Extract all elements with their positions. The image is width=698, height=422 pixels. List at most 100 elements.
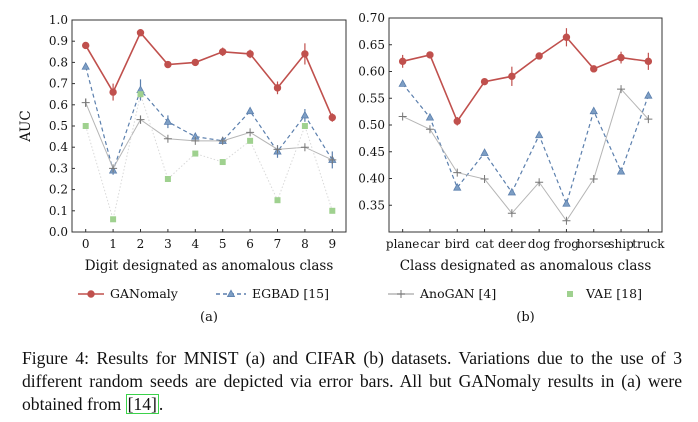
panel-a-series-anogan-4-point [246, 128, 255, 137]
legend-vae-18-label: VAE [18] [585, 286, 642, 301]
panel-a-series-anogan-4-point [273, 145, 282, 154]
panel-b-y-tick-label: 0.70 [358, 11, 385, 25]
panel-a-x-axis-label: Digit designated as anomalous class [85, 258, 334, 274]
panel-b-series-egbad-15-point [507, 187, 517, 196]
panel-b-series-anogan-4-point [562, 216, 571, 225]
panel-a-series-anogan-4-point [109, 164, 118, 173]
panel-a-y-tick-label: 0.7 [49, 77, 68, 91]
panel-a-series-vae-18-point [247, 137, 254, 144]
panel-a-series-egbad-15-point [245, 106, 255, 115]
panel-b-plot-frame [388, 17, 663, 233]
panel-b-x-tick-label: plane [386, 237, 420, 251]
panel-b-series-ganomaly-point [426, 51, 434, 59]
panel-a-series-vae-18-line [85, 92, 333, 220]
panel-a-series-anogan-4-point [191, 136, 200, 145]
panel-b-x-tick-label: cat [475, 237, 494, 251]
panel-b-x-tick-label: car [420, 237, 440, 251]
panel-b-series-ganomaly-point [480, 77, 489, 86]
panel-b-x-tick-label: truck [632, 237, 665, 251]
panel-b-series-egbad-15-point [425, 112, 435, 121]
panel-a-x-tick-label: 2 [137, 237, 145, 251]
panel-b-series-egbad-15-point [453, 182, 462, 191]
panel-a-y-tick-label: 0.3 [49, 161, 68, 175]
panel-a-series-vae-18-point [274, 197, 281, 204]
panel-a-x-tick-label: 4 [191, 237, 199, 251]
panel-a-series-egbad-15-point [300, 110, 310, 119]
panel-a-x-tick-label: 7 [274, 237, 282, 251]
legend-vae-18-marker [567, 291, 573, 297]
panel-a-series-ganomaly-point [273, 84, 282, 92]
panel-b-y-tick-label: 0.35 [358, 198, 385, 212]
panel-a-y-tick-label: 0.2 [49, 183, 68, 197]
panel-b-series-ganomaly-point [508, 72, 516, 81]
panel-a-series-ganomaly-point [136, 29, 145, 37]
panel-b-series-ganomaly-point [398, 57, 407, 66]
panel-a-series-ganomaly-point [82, 41, 90, 50]
panel-a-y-tick-label: 0.4 [49, 140, 68, 154]
panel-a-series-vae-18-point [164, 176, 171, 182]
panel-b-series-anogan-4-point [507, 209, 516, 218]
panel-b-series-anogan-4-point [398, 112, 407, 121]
panel-a-series-ganomaly-point [109, 88, 117, 96]
panel-b-series-egbad-15-point [616, 166, 626, 175]
caption-end: . [158, 394, 164, 414]
panel-a-series-egbad-15-point [81, 62, 90, 70]
panel-b-series-egbad-15-point [562, 199, 571, 207]
panel-a-series-vae-18-point [82, 123, 89, 129]
panel-b-series-anogan-4-line [402, 88, 649, 222]
panel-b-series-ganomaly-point [617, 53, 625, 62]
panel-b-series-anogan-4-point [589, 175, 598, 184]
panel-b-series-anogan-4-point [535, 178, 544, 187]
panel-a-series-anogan-4-point [136, 115, 145, 124]
panel-b-y-tick-label: 0.55 [358, 91, 385, 105]
panel-a-series-anogan-4-point [163, 134, 172, 143]
panel-a-series-anogan-4-point [218, 136, 227, 145]
panel-a-series-anogan-4-point [81, 98, 90, 107]
panel-a-y-tick-label: 0.9 [49, 34, 68, 48]
legend-anogan-4-marker [397, 290, 405, 298]
panel-a-series-vae-18-point [219, 159, 226, 166]
legend-anogan-4-label: AnoGAN [4] [419, 286, 496, 301]
panel-b-series-egbad-15-line [402, 83, 649, 206]
panel-a-series-egbad-15-point [163, 117, 173, 125]
panel-a-y-tick-label: 1.0 [49, 13, 68, 27]
figure-caption: Figure 4: Results for MNIST (a) and CIFA… [22, 347, 682, 416]
caption-text: Figure 4: Results for MNIST (a) and CIFA… [22, 348, 682, 414]
panel-b-series-ganomaly-point [644, 57, 653, 66]
panel-a-series-vae-18-point [137, 91, 144, 98]
panel-b-y-tick-label: 0.60 [358, 65, 385, 79]
panel-a-series-ganomaly-point [191, 58, 200, 67]
citation-link[interactable]: [14] [125, 394, 159, 414]
panel-a-y-tick-label: 0.0 [49, 225, 68, 239]
panel-b-y-tick-label: 0.45 [358, 145, 385, 159]
panel-b-label: (b) [516, 310, 534, 325]
panel-b-y-tick-label: 0.50 [358, 118, 385, 132]
panel-b-x-tick-label: horse [577, 237, 611, 251]
legend-ganomaly-label: GANomaly [110, 286, 179, 301]
panel-a-series-ganomaly-point [328, 113, 336, 122]
panel-a-series-ganomaly-point [164, 60, 172, 69]
panel-a-x-tick-label: 5 [219, 237, 227, 251]
panel-b-series-ganomaly-point [562, 33, 571, 41]
panel-a-x-tick-label: 9 [328, 237, 336, 251]
panel-a-series-ganomaly-point [301, 50, 309, 58]
panel-b-x-tick-label: deer [498, 237, 526, 251]
legend-egbad-15-marker [226, 289, 236, 298]
panel-a-series-egbad-15-line [85, 66, 333, 173]
panel-b-series-egbad-15-point [480, 148, 489, 156]
legend-ganomaly-marker [87, 290, 95, 298]
panel-a-x-tick-label: 8 [301, 237, 309, 251]
panel-b-series-anogan-4-point [425, 125, 434, 134]
panel-a-series-vae-18-point [301, 123, 308, 129]
panel-b-x-tick-label: ship [608, 237, 634, 251]
panel-a-x-tick-label: 3 [164, 237, 172, 251]
panel-a-series-ganomaly-point [246, 50, 254, 58]
panel-b-series-ganomaly-line [402, 36, 649, 123]
panel-b-series-egbad-15-point [589, 106, 598, 115]
panel-a-x-tick-label: 6 [246, 237, 254, 251]
panel-b-x-axis-label: Class designated as anomalous class [400, 258, 652, 274]
panel-a-y-tick-label: 0.8 [49, 55, 68, 69]
panel-b-series-egbad-15-point [534, 130, 544, 139]
panel-a-series-anogan-4-point [300, 143, 309, 152]
panel-a-series-ganomaly-line [85, 31, 334, 118]
